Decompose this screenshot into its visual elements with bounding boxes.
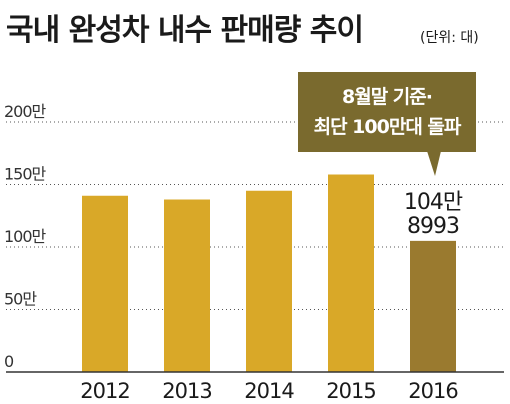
callout-box: 8월말 기준· 최단 100만대 돌파 <box>298 72 476 176</box>
bar-2015 <box>328 175 374 373</box>
bar-2013 <box>164 200 210 373</box>
callout-background <box>298 72 476 152</box>
bar-2014 <box>246 191 292 372</box>
data-label: 8993 <box>407 214 459 239</box>
x-axis-ticks: 2012 2013 2014 2015 2016 <box>80 379 458 403</box>
y-tick-label: 0 <box>4 352 14 371</box>
bar-2012 <box>82 196 128 372</box>
y-tick-label: 100만 <box>4 227 47 246</box>
unit-label: (단위: 대) <box>420 30 479 46</box>
data-label: 104만 <box>404 190 463 215</box>
callout-pointer <box>427 151 441 176</box>
y-tick-label: 200만 <box>4 102 47 121</box>
x-tick-label: 2015 <box>326 379 375 403</box>
y-tick-label: 150만 <box>4 165 47 184</box>
bars <box>82 175 456 373</box>
y-axis-ticks: 0 50만 100만 150만 200만 <box>4 102 47 371</box>
y-tick-label: 50만 <box>4 290 37 309</box>
x-tick-label: 2014 <box>244 379 294 403</box>
x-tick-label: 2012 <box>80 379 129 403</box>
chart-title: 국내 완성차 내수 판매량 추이 <box>6 13 363 48</box>
callout-text-line: 최단 100만대 돌파 <box>314 116 462 138</box>
x-tick-label: 2013 <box>162 379 211 403</box>
callout-text-line: 8월말 기준· <box>342 86 432 108</box>
bar-2016 <box>410 241 456 372</box>
x-tick-label: 2016 <box>408 379 458 403</box>
